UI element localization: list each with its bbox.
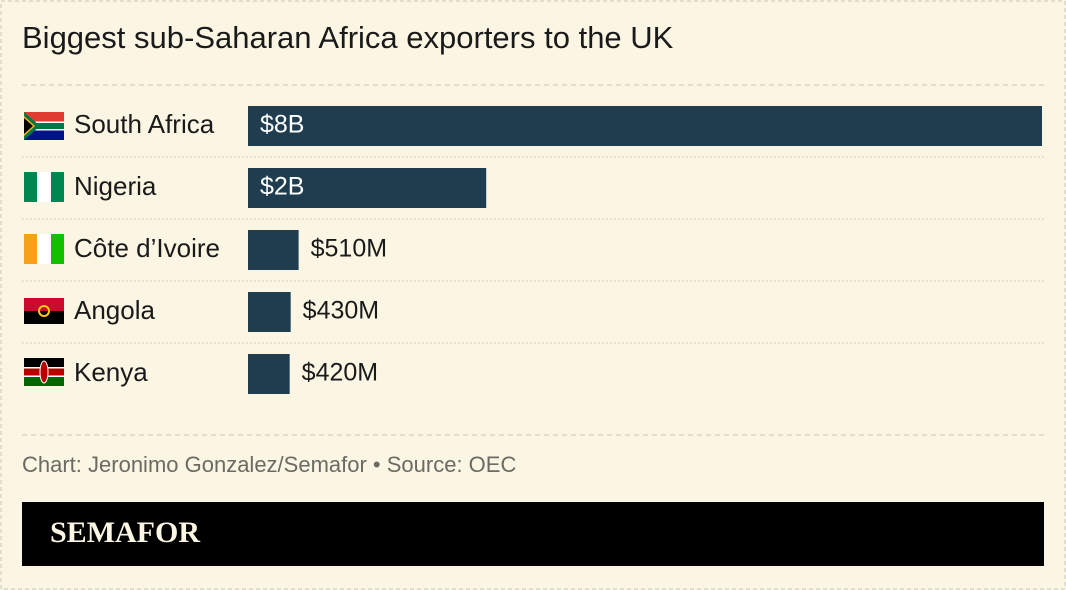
value-label: $2B [260,173,304,201]
flag-south-africa [24,112,64,140]
value-label: $420M [302,359,378,387]
category-label: Côte d’Ivoire [74,233,220,263]
brand-bar [22,502,1044,566]
flag-kenya [24,358,64,386]
value-label: $8B [260,111,304,139]
chart-title: Biggest sub-Saharan Africa exporters to … [22,20,674,55]
value-label: $430M [303,297,379,325]
category-label: Kenya [74,357,148,387]
category-label: South Africa [74,109,215,139]
bar [248,168,487,208]
flag-nigeria [24,172,64,202]
bar [248,106,1042,146]
bar [248,230,299,270]
logo: SEMAFOR [50,516,200,549]
bar [248,292,291,332]
category-label: Nigeria [74,171,157,201]
flag-cote-divoire [24,234,64,264]
value-label: $510M [311,235,387,263]
category-label: Angola [74,295,155,325]
source-note: Chart: Jeronimo Gonzalez/Semafor • Sourc… [22,452,516,477]
bar [248,354,290,394]
flag-angola [24,298,64,324]
